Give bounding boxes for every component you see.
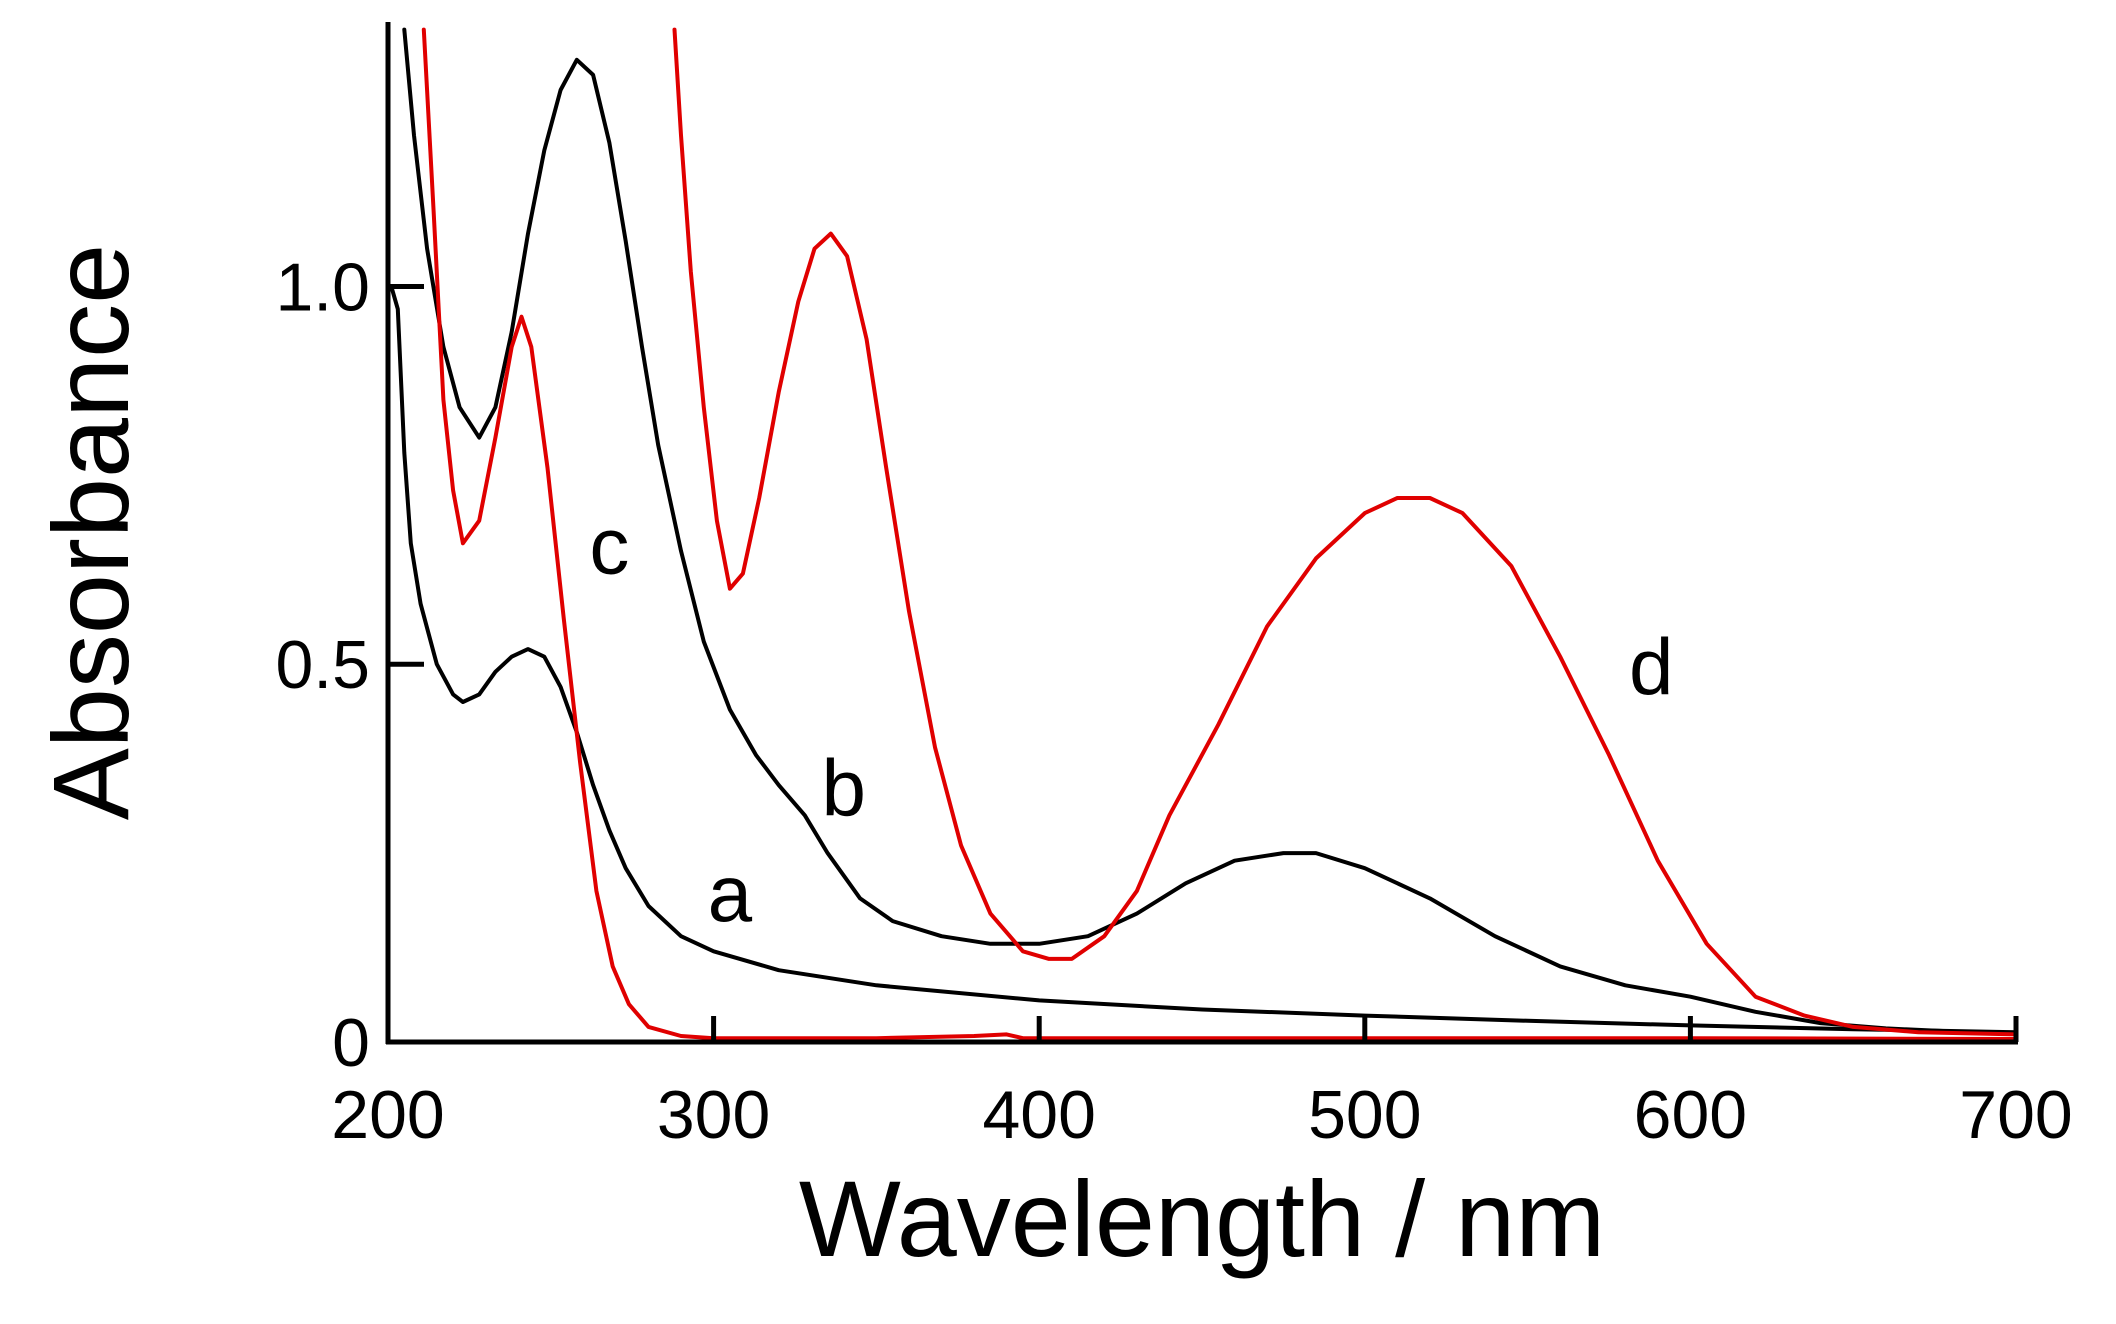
series-label-c: c <box>589 502 629 591</box>
x-tick-label: 700 <box>1959 1077 2072 1153</box>
series-label-a: a <box>708 849 753 938</box>
x-tick-label: 200 <box>331 1077 444 1153</box>
series-line-d <box>421 27 2018 1041</box>
series-label-d: d <box>1629 622 1674 711</box>
y-tick-label: 0 <box>332 1005 370 1081</box>
axes-layer <box>385 22 2018 1045</box>
series-line-a <box>389 284 2018 1035</box>
x-axis-title: Wavelength / nm <box>799 1158 1605 1279</box>
x-tick-label: 300 <box>657 1077 770 1153</box>
labels-layer: ab c d <box>589 502 1673 939</box>
series-line-b <box>402 27 2018 1035</box>
series-label-b: b <box>822 743 867 832</box>
series-line-e <box>672 27 2018 1037</box>
x-tick-label: 400 <box>982 1077 1095 1153</box>
series-layer <box>389 27 2018 1041</box>
y-tick-label: 1.0 <box>275 249 370 325</box>
y-tick-label: 0.5 <box>275 627 370 703</box>
x-tick-label: 500 <box>1308 1077 1421 1153</box>
y-axis-title: Absorbance <box>30 244 151 820</box>
ticks-layer: 200 300 400 500 600 700 0 0.5 1.0 <box>275 249 2072 1153</box>
x-tick-label: 600 <box>1634 1077 1747 1153</box>
